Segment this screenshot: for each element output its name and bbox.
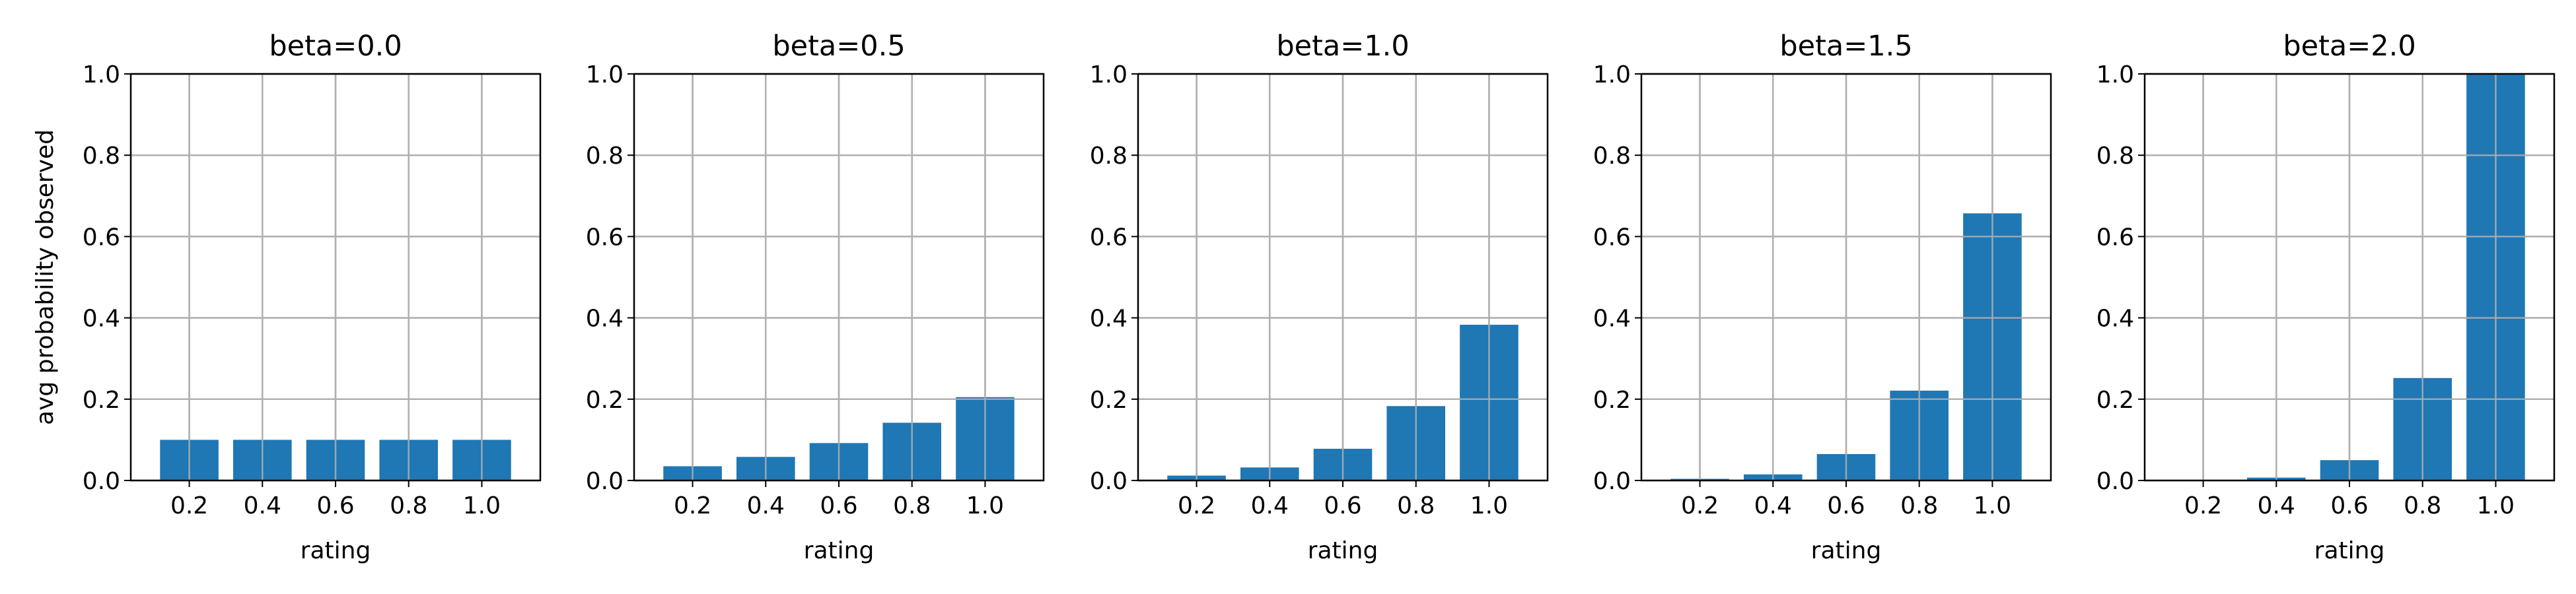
plot-frame bbox=[1640, 73, 2052, 482]
x-axis-label: rating bbox=[804, 537, 875, 564]
chart-title: beta=0.0 bbox=[269, 30, 402, 63]
y-tick-label: 0.2 bbox=[1593, 387, 1631, 414]
x-tick-label: 1.0 bbox=[2477, 492, 2515, 519]
chart-title: beta=1.5 bbox=[1779, 30, 1912, 63]
y-tick-label: 0.8 bbox=[1593, 143, 1631, 170]
y-tick-label: 0.4 bbox=[1090, 306, 1127, 333]
y-tick-label: 0.0 bbox=[2096, 468, 2134, 495]
y-tick-label: 0.4 bbox=[2096, 306, 2134, 333]
y-tick-label: 0.2 bbox=[1090, 387, 1127, 414]
x-tick-label: 0.4 bbox=[747, 492, 785, 519]
x-axis-label: rating bbox=[1308, 537, 1378, 564]
y-tick-label: 0.2 bbox=[586, 387, 624, 414]
chart-title: beta=1.0 bbox=[1276, 30, 1409, 63]
plot-frame bbox=[633, 73, 1045, 482]
y-tick-label: 0.8 bbox=[1090, 143, 1127, 170]
x-axis-label: rating bbox=[1811, 537, 1882, 564]
x-tick-label: 0.8 bbox=[893, 492, 931, 519]
x-tick-label: 1.0 bbox=[1974, 492, 2011, 519]
y-tick-label: 0.0 bbox=[1593, 468, 1631, 495]
x-tick-label: 0.6 bbox=[1827, 492, 1865, 519]
y-tick-label: 0.2 bbox=[2096, 387, 2134, 414]
y-tick-label: 0.0 bbox=[83, 468, 120, 495]
x-tick-label: 0.4 bbox=[1251, 492, 1289, 519]
chart-title: beta=0.5 bbox=[772, 30, 905, 63]
x-tick-label: 0.6 bbox=[1324, 492, 1361, 519]
x-tick-label: 0.2 bbox=[674, 492, 711, 519]
x-tick-label: 0.4 bbox=[1754, 492, 1792, 519]
y-tick-label: 1.0 bbox=[1090, 61, 1127, 88]
plot-frame bbox=[1137, 73, 1549, 482]
x-tick-label: 0.8 bbox=[1397, 492, 1435, 519]
x-axis-label: rating bbox=[301, 537, 371, 564]
x-tick-label: 0.8 bbox=[2404, 492, 2441, 519]
x-tick-label: 0.2 bbox=[1178, 492, 1215, 519]
y-tick-label: 1.0 bbox=[83, 61, 120, 88]
y-tick-label: 0.6 bbox=[586, 224, 624, 251]
plot-frame bbox=[129, 73, 542, 482]
x-tick-label: 0.6 bbox=[2330, 492, 2368, 519]
x-tick-label: 1.0 bbox=[463, 492, 501, 519]
x-tick-label: 1.0 bbox=[1470, 492, 1508, 519]
x-tick-label: 0.2 bbox=[170, 492, 208, 519]
y-tick-label: 0.8 bbox=[586, 143, 624, 170]
x-tick-label: 0.4 bbox=[2258, 492, 2295, 519]
x-tick-label: 0.6 bbox=[316, 492, 354, 519]
y-tick-label: 0.6 bbox=[2096, 224, 2134, 251]
y-tick-label: 0.2 bbox=[83, 387, 120, 414]
y-tick-label: 0.4 bbox=[83, 306, 120, 333]
x-tick-label: 0.6 bbox=[820, 492, 857, 519]
y-tick-label: 0.6 bbox=[1593, 224, 1631, 251]
x-tick-label: 0.2 bbox=[2184, 492, 2222, 519]
y-tick-label: 0.4 bbox=[1593, 306, 1631, 333]
x-tick-label: 0.2 bbox=[1681, 492, 1719, 519]
y-tick-label: 1.0 bbox=[2096, 61, 2134, 88]
x-tick-label: 0.8 bbox=[1900, 492, 1938, 519]
x-tick-label: 0.4 bbox=[244, 492, 281, 519]
y-tick-label: 0.8 bbox=[2096, 143, 2134, 170]
y-tick-label: 1.0 bbox=[1593, 61, 1631, 88]
x-tick-label: 0.8 bbox=[390, 492, 427, 519]
y-tick-label: 0.6 bbox=[83, 224, 120, 251]
x-axis-label: rating bbox=[2314, 537, 2385, 564]
y-axis-label: avg probability observed bbox=[32, 129, 59, 425]
y-tick-label: 1.0 bbox=[586, 61, 624, 88]
chart-title: beta=2.0 bbox=[2283, 30, 2415, 63]
y-tick-label: 0.6 bbox=[1090, 224, 1127, 251]
y-tick-label: 0.0 bbox=[1090, 468, 1127, 495]
plot-frame bbox=[2143, 73, 2556, 482]
x-tick-label: 1.0 bbox=[966, 492, 1004, 519]
y-tick-label: 0.8 bbox=[83, 143, 120, 170]
y-tick-label: 0.0 bbox=[586, 468, 624, 495]
y-tick-label: 0.4 bbox=[586, 306, 624, 333]
